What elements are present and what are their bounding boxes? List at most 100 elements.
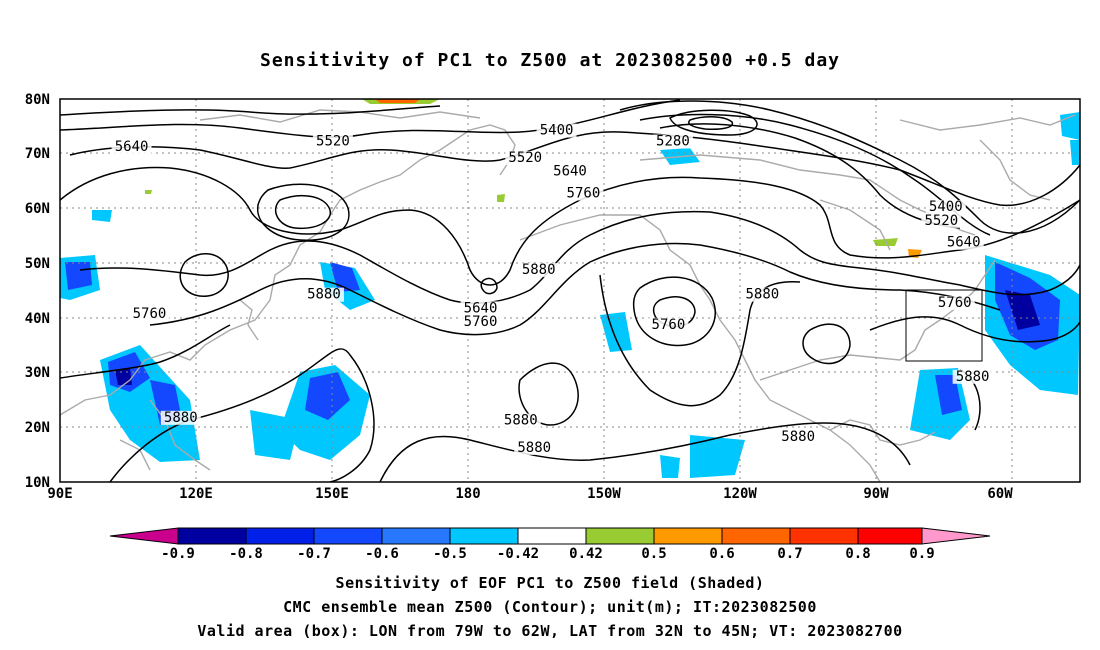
contour-label-bg [934,295,975,310]
contour-label-bg [536,123,577,138]
contour-label-bg [563,186,604,201]
lon-label: 90W [863,486,889,502]
lon-label: 150E [315,486,349,502]
colorbar-label: 0.6 [709,546,734,562]
colorbar-cell [789,527,859,545]
contour-label-bg [129,306,170,321]
contour-label: 5400 [929,199,963,215]
colorbar-cell [857,527,923,545]
contour-label: 5400 [540,123,574,139]
contour-label: 5880 [517,440,551,456]
map-frame [59,98,1081,483]
colorbar-cell [245,527,315,545]
colorbar-label: -0.7 [297,546,331,562]
lat-label: 30N [25,365,50,381]
valid-area-box [905,289,983,362]
contour-labels: 5640 552054005280552056405760540055205640… [111,123,993,456]
contour-label: 5880 [504,413,538,429]
contour-label: 5520 [316,134,350,150]
lon-label: 180 [455,486,480,502]
contour-label: 5520 [924,213,958,229]
lat-label: 60N [25,201,50,217]
colorbar-label: -0.6 [365,546,399,562]
colorbar-label: -0.5 [433,546,467,562]
colorbar-cell [381,527,451,545]
contour-label: 5640 [464,300,498,316]
contour-label: 5760 [133,306,167,322]
lat-label: 20N [25,420,50,436]
contour-label-bg [111,139,152,154]
contour-label: 5880 [781,429,815,445]
contour-label: 5640 [947,235,981,251]
lon-label: 150W [587,486,621,502]
colorbar-label: -0.9 [161,546,195,562]
colorbar-label: 0.8 [845,546,870,562]
colorbar-label: 0.7 [777,546,802,562]
lon-label: 120E [179,486,213,502]
contour-label: 5880 [522,262,556,278]
shading-dark-patches [65,262,1060,425]
contour-label-bg [550,164,590,179]
colorbar-right-triangle [921,527,991,545]
contour-label: 5880 [956,369,990,385]
contour-label-bg [505,150,546,165]
lat-label: 50N [25,256,50,272]
contour-label-bg [460,315,501,330]
colorbar-cell [585,527,655,545]
lat-axis-labels: 80N 70N 60N 50N 40N 30N 20N 10N [25,92,50,491]
contour-label: 5880 [746,287,780,303]
caption-line-3: Valid area (box): LON from 79W to 62W, L… [197,622,903,640]
contour-label-bg [500,413,541,428]
contour-label: 5640 [115,139,149,155]
colorbar-cell [517,527,587,545]
shading-deep-patches [115,290,1040,385]
colorbar-cell [177,527,247,545]
contour-label: 5280 [656,134,690,150]
contour-label: 5760 [464,314,498,330]
lon-axis-labels: 90E 120E 150E 180 150W 120W 90W 60W [47,486,1013,502]
contour-label-bg [160,410,201,425]
lon-label: 90E [47,486,72,502]
contour-label: 5520 [508,150,542,166]
contour-label: 5760 [652,317,686,333]
contour-label-bg [303,287,344,302]
contour-label: 5880 [307,287,341,303]
colorbar-label: 0.42 [569,546,603,562]
contour-label: 5640 [553,164,587,180]
lat-label: 40N [25,311,50,327]
contour-label-bg [943,235,984,250]
contour-label: 5880 [164,410,198,426]
shading-positive-patches [145,99,922,258]
caption-line-2: CMC ensemble mean Z500 (Contour); unit(m… [283,598,817,616]
colorbar-left-triangle [109,527,179,545]
lon-label: 120W [723,486,757,502]
colorbar-cell [313,527,383,545]
colorbar-cell [653,527,723,545]
contour-label: 5760 [567,185,601,201]
colorbar-label: 0.5 [641,546,666,562]
contour-label-bg [652,134,693,149]
contour-label-bg [921,213,962,228]
caption-line-1: Sensitivity of EOF PC1 to Z500 field (Sh… [335,574,765,592]
colorbar: -0.9 -0.8 -0.7 -0.6 -0.5 -0.42 0.42 0.5 … [109,527,991,562]
contour-label-bg [518,263,559,278]
colorbar-label: -0.8 [229,546,263,562]
contour-label-bg [778,429,819,444]
contour-label-bg [312,134,353,149]
z500-contours [60,99,1080,482]
lat-label: 10N [25,475,50,491]
contour-label-bg [514,440,555,455]
map-title: Sensitivity of PC1 to Z500 at 2023082500… [259,50,840,71]
lat-label: 70N [25,146,50,162]
lon-label: 60W [987,486,1013,502]
contour-label-bg [742,287,783,302]
colorbar-cell [449,527,519,545]
contour-label-bg [648,317,689,332]
lat-label: 80N [25,92,50,108]
contour-label-bg [460,301,501,316]
contour-label-bg [925,200,966,215]
colorbar-cell [721,527,791,545]
contour-label: 5760 [938,295,972,311]
colorbar-label: -0.42 [497,546,539,562]
